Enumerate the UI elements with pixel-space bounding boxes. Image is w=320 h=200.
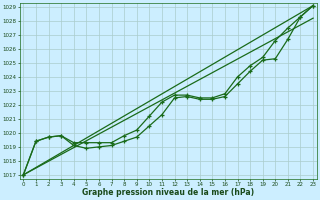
X-axis label: Graphe pression niveau de la mer (hPa): Graphe pression niveau de la mer (hPa) xyxy=(82,188,254,197)
